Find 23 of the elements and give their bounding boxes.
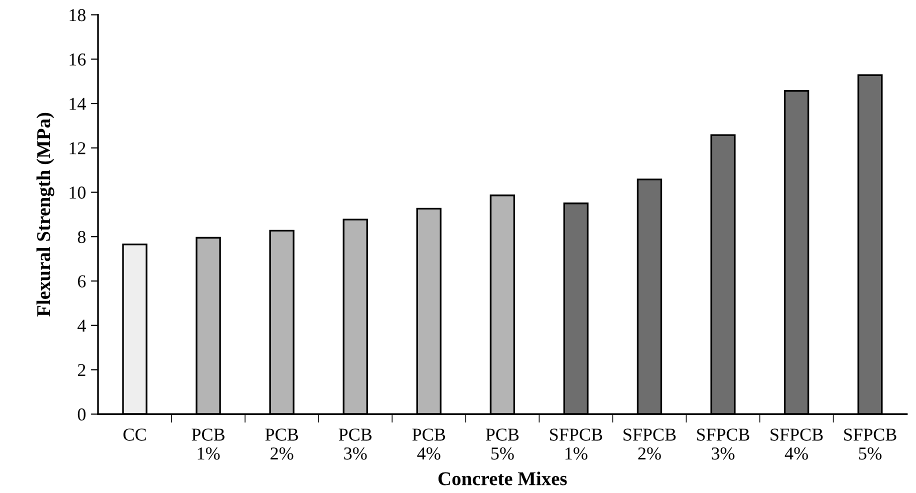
x-tick-label: SFPCB 3%: [697, 428, 750, 460]
x-tick-label: PCB 5%: [486, 428, 519, 460]
x-tick-label: SFPCB 4%: [770, 428, 823, 460]
x-tick-label: PCB 1%: [192, 428, 224, 460]
y-tick-label: 8: [78, 230, 86, 244]
y-tick-label: 4: [78, 320, 86, 332]
y-tick-label: 10: [70, 186, 86, 199]
x-tick-label: SFPCB 1%: [550, 428, 602, 460]
x-tick-label: CC: [123, 428, 146, 441]
y-tick-label: 18: [70, 9, 86, 22]
y-tick-label: 6: [78, 275, 86, 288]
y-tick-label: 2: [78, 364, 86, 376]
y-tick-label: 16: [70, 53, 86, 66]
x-axis-title: Concrete Mixes: [438, 472, 567, 486]
x-tick-label: SFPCB 2%: [624, 428, 676, 460]
x-tick-label: PCB 4%: [412, 428, 446, 460]
y-tick-label: 12: [70, 142, 86, 154]
x-tick-label: PCB 2%: [265, 428, 298, 460]
x-tick-label: PCB 3%: [338, 428, 372, 460]
y-axis-title: Flexural Strength (MPa): [36, 112, 54, 317]
y-tick-label: 0: [78, 408, 86, 421]
x-tick-label: SFPCB 5%: [844, 428, 896, 460]
y-tick-label: 14: [70, 98, 86, 110]
